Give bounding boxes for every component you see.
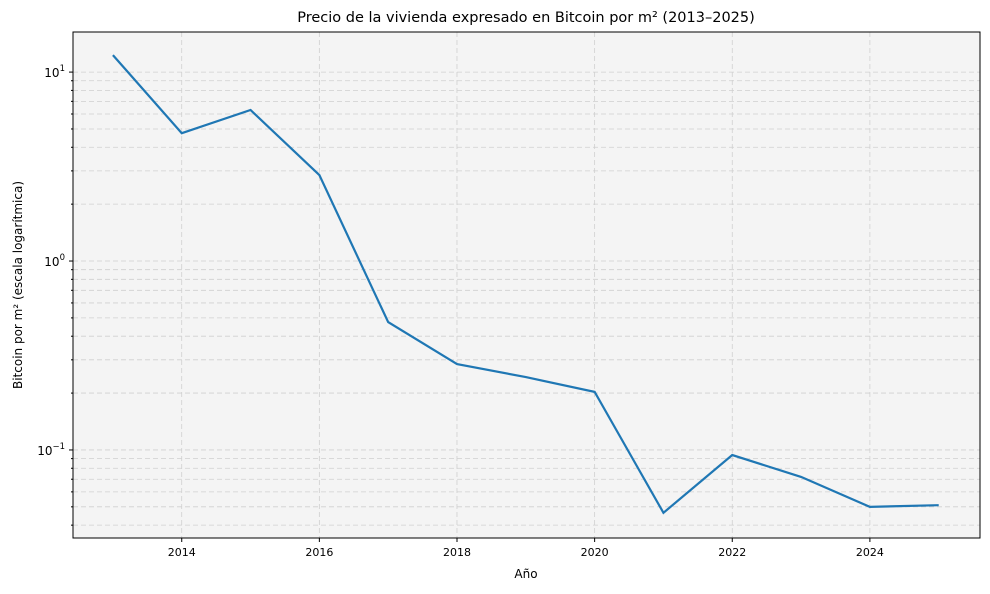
series-line [112,54,939,515]
x-tick-label: 2014 [168,546,196,559]
x-tick-label: 2024 [856,546,884,559]
axes-frame [72,31,981,539]
x-tick-label: 2016 [305,546,333,559]
y-tick-label: 10−1 [37,442,65,458]
x-tick-label: 2022 [718,546,746,559]
chart-title: Precio de la vivienda expresado en Bitco… [297,10,755,26]
y-tick-base: 10 [44,66,59,80]
plot-area [73,32,980,538]
x-tick-label: 2018 [443,546,471,559]
y-tick-base: 10 [37,444,52,458]
x-axis-label: Año [514,567,537,581]
y-axis-label: Bitcoin por m² (escala logarítmica) [11,181,25,389]
y-tick-exponent: −1 [52,442,65,452]
x-tick-label: 2020 [581,546,609,559]
y-tick-label: 101 [44,64,65,80]
y-tick-label: 100 [44,253,65,269]
y-tick-exponent: 1 [60,64,65,74]
grid [73,32,980,538]
y-tick-base: 10 [44,255,59,269]
y-tick-exponent: 0 [60,253,65,263]
